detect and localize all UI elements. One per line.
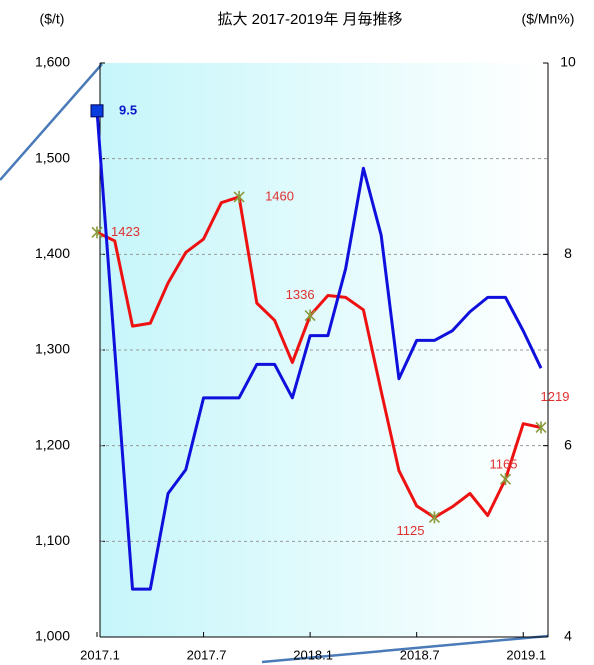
marker bbox=[304, 309, 316, 322]
marker bbox=[499, 473, 512, 486]
zoom-connector bbox=[0, 63, 103, 181]
y2-tick-label: 10 bbox=[560, 54, 576, 70]
x-tick-label: 2017.7 bbox=[187, 647, 227, 662]
data-label: 1219 bbox=[541, 389, 570, 404]
y-tick-label: 1,400 bbox=[35, 245, 70, 261]
data-label: 1336 bbox=[286, 287, 315, 302]
data-label: 9.5 bbox=[119, 102, 137, 117]
y-tick-label: 1,100 bbox=[35, 532, 70, 548]
data-label: 1460 bbox=[265, 188, 294, 203]
marker bbox=[535, 421, 547, 434]
data-label: 1165 bbox=[489, 457, 517, 472]
x-tick-label: 2018.1 bbox=[293, 647, 333, 662]
marker bbox=[91, 226, 103, 239]
y2-tick-label: 8 bbox=[564, 245, 572, 261]
series-line bbox=[96, 195, 542, 519]
y2-tick-label: 4 bbox=[564, 628, 572, 644]
y-tick-label: 1,200 bbox=[35, 436, 70, 452]
x-tick-label: 2018.7 bbox=[400, 647, 440, 662]
y-axis-label: ($/t) bbox=[40, 11, 65, 27]
marker bbox=[233, 190, 245, 203]
chart-title: 拡大 2017-2019年 月毎推移 bbox=[217, 11, 402, 28]
zoom-connector bbox=[261, 634, 549, 664]
x-tick-label: 2017.1 bbox=[80, 647, 120, 662]
series-line bbox=[95, 110, 543, 591]
marker bbox=[428, 511, 441, 524]
y2-axis-label: ($/Mn%) bbox=[522, 11, 575, 27]
y2-tick-label: 6 bbox=[564, 436, 572, 452]
y-tick-label: 1,300 bbox=[35, 341, 70, 357]
y-tick-label: 1,500 bbox=[35, 149, 70, 165]
x-tick-label: 2019.1 bbox=[506, 647, 546, 662]
y-tick-label: 1,000 bbox=[35, 628, 70, 644]
data-label: 1125 bbox=[396, 523, 424, 538]
y-tick-label: 1,600 bbox=[35, 54, 70, 70]
marker bbox=[90, 104, 104, 118]
data-label: 1423 bbox=[111, 224, 140, 239]
